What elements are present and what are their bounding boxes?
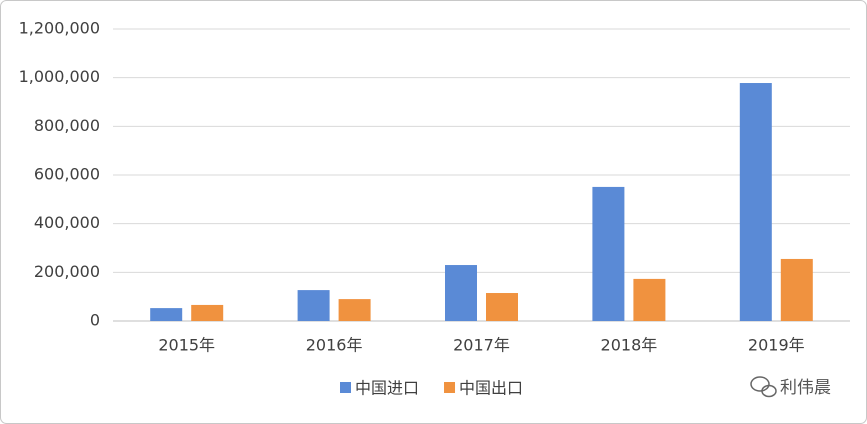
legend-label: 中国进口: [355, 379, 419, 398]
bar: [486, 293, 518, 321]
y-tick-label: 800,000: [34, 116, 100, 135]
bar: [338, 299, 371, 321]
y-tick-label: 0: [90, 311, 100, 330]
x-tick-label: 2018年: [601, 336, 658, 355]
y-tick-label: 600,000: [34, 165, 100, 184]
x-tick-label: 2015年: [158, 336, 215, 355]
bar: [191, 304, 224, 321]
bar: [150, 308, 183, 321]
y-tick-label: 400,000: [34, 213, 100, 232]
bar: [780, 258, 813, 321]
bar: [592, 186, 625, 321]
legend-label: 中国出口: [459, 379, 523, 398]
watermark: 利伟晨: [780, 378, 831, 398]
y-tick-label: 1,000,000: [19, 67, 100, 86]
bar: [739, 83, 772, 322]
bar: [633, 278, 666, 321]
x-tick-label: 2017年: [453, 336, 510, 355]
x-tick-label: 2016年: [306, 336, 363, 355]
legend-swatch: [444, 382, 456, 393]
y-tick-label: 1,200,000: [19, 19, 100, 38]
bar: [297, 290, 330, 321]
bar: [445, 265, 477, 321]
legend-swatch: [340, 382, 351, 393]
x-tick-label: 2019年: [748, 336, 805, 355]
wechat-icon: [750, 376, 777, 398]
y-tick-label: 200,000: [34, 262, 100, 281]
